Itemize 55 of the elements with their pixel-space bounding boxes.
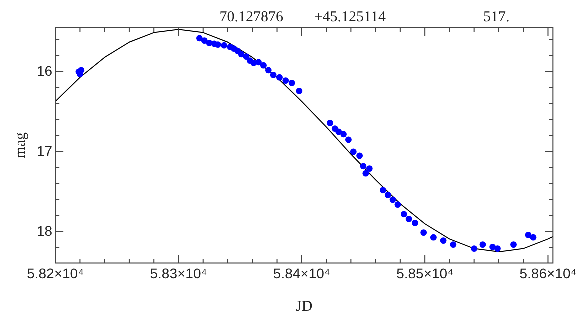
point	[384, 192, 392, 198]
x-tick-label: 5.86×10⁴	[520, 265, 577, 282]
point	[346, 136, 352, 144]
point	[530, 234, 537, 241]
x-tick-label: 5.84×10⁴	[273, 265, 330, 282]
x-tick-label: 5.85×10⁴	[396, 265, 454, 282]
point	[206, 40, 213, 46]
point	[400, 211, 408, 218]
point	[471, 246, 478, 252]
point	[356, 152, 363, 160]
point	[420, 230, 428, 236]
text: 70.127876	[220, 9, 284, 26]
point	[243, 54, 250, 60]
point	[340, 131, 347, 138]
point	[394, 202, 402, 208]
point	[362, 170, 370, 177]
point	[296, 88, 303, 94]
point	[360, 163, 367, 170]
point	[380, 187, 386, 194]
point	[510, 242, 517, 248]
x-axis-title: JD	[296, 298, 313, 315]
point	[288, 80, 296, 86]
point	[265, 67, 272, 74]
text: 517.	[484, 9, 510, 26]
point	[366, 166, 373, 172]
point	[336, 128, 342, 136]
point	[214, 42, 222, 48]
point	[525, 232, 532, 238]
point	[260, 62, 267, 69]
y-axis-title: mag	[12, 132, 29, 159]
point	[327, 120, 334, 126]
point	[282, 78, 290, 84]
point	[276, 74, 283, 81]
point	[196, 35, 203, 42]
y-tick-label: 17	[36, 142, 53, 159]
point	[406, 216, 412, 222]
point	[450, 242, 457, 248]
point	[350, 148, 357, 156]
point	[221, 42, 228, 49]
point	[238, 51, 245, 58]
y-tick-label: 18	[36, 222, 53, 239]
x-tick-label: 5.82×10⁴	[27, 265, 84, 282]
text: +45.125114	[314, 9, 386, 26]
point	[440, 238, 447, 244]
point	[494, 246, 501, 252]
point	[201, 38, 208, 44]
point	[270, 72, 277, 78]
x-tick-label: 5.83×10⁴	[150, 265, 208, 282]
point	[256, 59, 262, 66]
point	[490, 244, 496, 250]
point	[430, 234, 437, 241]
point	[390, 196, 396, 204]
point	[412, 220, 418, 226]
y-tick-label: 16	[36, 62, 53, 79]
point	[480, 242, 486, 248]
